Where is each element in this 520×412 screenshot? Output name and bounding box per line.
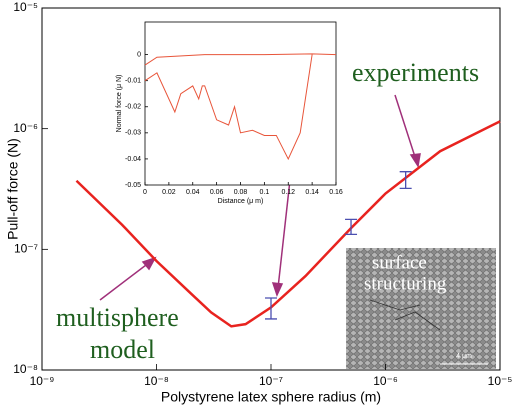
arrow xyxy=(99,261,151,301)
x-tick-label: 10⁻⁸ xyxy=(144,374,169,388)
image-texture xyxy=(346,248,496,369)
y-tick-label: -0.03 xyxy=(125,130,141,137)
annotation: surface xyxy=(372,252,427,273)
x-tick-label: 10⁻⁵ xyxy=(488,374,513,388)
y-tick-label: 0 xyxy=(137,51,141,58)
x-tick-label: 10⁻⁷ xyxy=(259,374,283,388)
plot-area xyxy=(144,21,337,186)
arrowhead xyxy=(271,282,284,298)
x-tick-label: 0.1 xyxy=(260,189,270,196)
y-tick-label: 10⁻⁶ xyxy=(13,121,38,135)
y-axis-label: Normal force (μ N) xyxy=(116,75,123,133)
line xyxy=(75,120,501,328)
x-tick-label: 10⁻⁶ xyxy=(373,374,398,388)
image-crack xyxy=(369,299,441,331)
error-bar xyxy=(345,218,358,236)
arrowhead xyxy=(141,256,157,271)
line xyxy=(144,54,313,161)
arrows xyxy=(99,94,421,301)
x-tick-label: 10⁻⁹ xyxy=(30,374,55,388)
x-tick-label: 0.04 xyxy=(186,189,200,196)
y-tick-label: -0.01 xyxy=(125,78,141,85)
arrowhead xyxy=(409,153,421,169)
annotation: model xyxy=(90,335,155,364)
x-tick-label: 0.12 xyxy=(281,189,295,196)
annotation: structuring xyxy=(364,273,447,294)
x-tick-label: 0.06 xyxy=(210,189,224,196)
x-tick-label: 0.14 xyxy=(305,189,319,196)
arrow xyxy=(277,179,291,289)
x-tick-label: 0.08 xyxy=(234,189,248,196)
line xyxy=(144,53,337,66)
y-tick-label: -0.04 xyxy=(125,156,141,163)
x-tick-label: 0.02 xyxy=(162,189,176,196)
y-tick-label: -0.02 xyxy=(125,104,141,111)
x-axis-label: Polystyrene latex sphere radius (m) xyxy=(161,388,381,404)
y-tick-label: -0.05 xyxy=(125,182,141,189)
x-tick-label: 0.16 xyxy=(329,189,343,196)
x-axis-label: Distance (μ m) xyxy=(218,198,264,205)
x-tick-label: 0 xyxy=(143,189,147,196)
arrow xyxy=(394,94,417,161)
y-axis-label: Pull-off force (N) xyxy=(5,138,21,240)
y-tick-label: 10⁻⁸ xyxy=(13,362,38,376)
y-tick-label: 10⁻⁵ xyxy=(13,0,38,14)
scale-label: 4 μm xyxy=(456,353,472,360)
sem-image: 4 μm surface structuring xyxy=(346,248,496,369)
annotation: multisphere xyxy=(56,303,179,332)
annotation: experiments xyxy=(352,58,479,87)
error-bar xyxy=(265,297,277,320)
error-bar xyxy=(399,171,412,190)
y-tick-label: 10⁻⁷ xyxy=(14,242,38,256)
